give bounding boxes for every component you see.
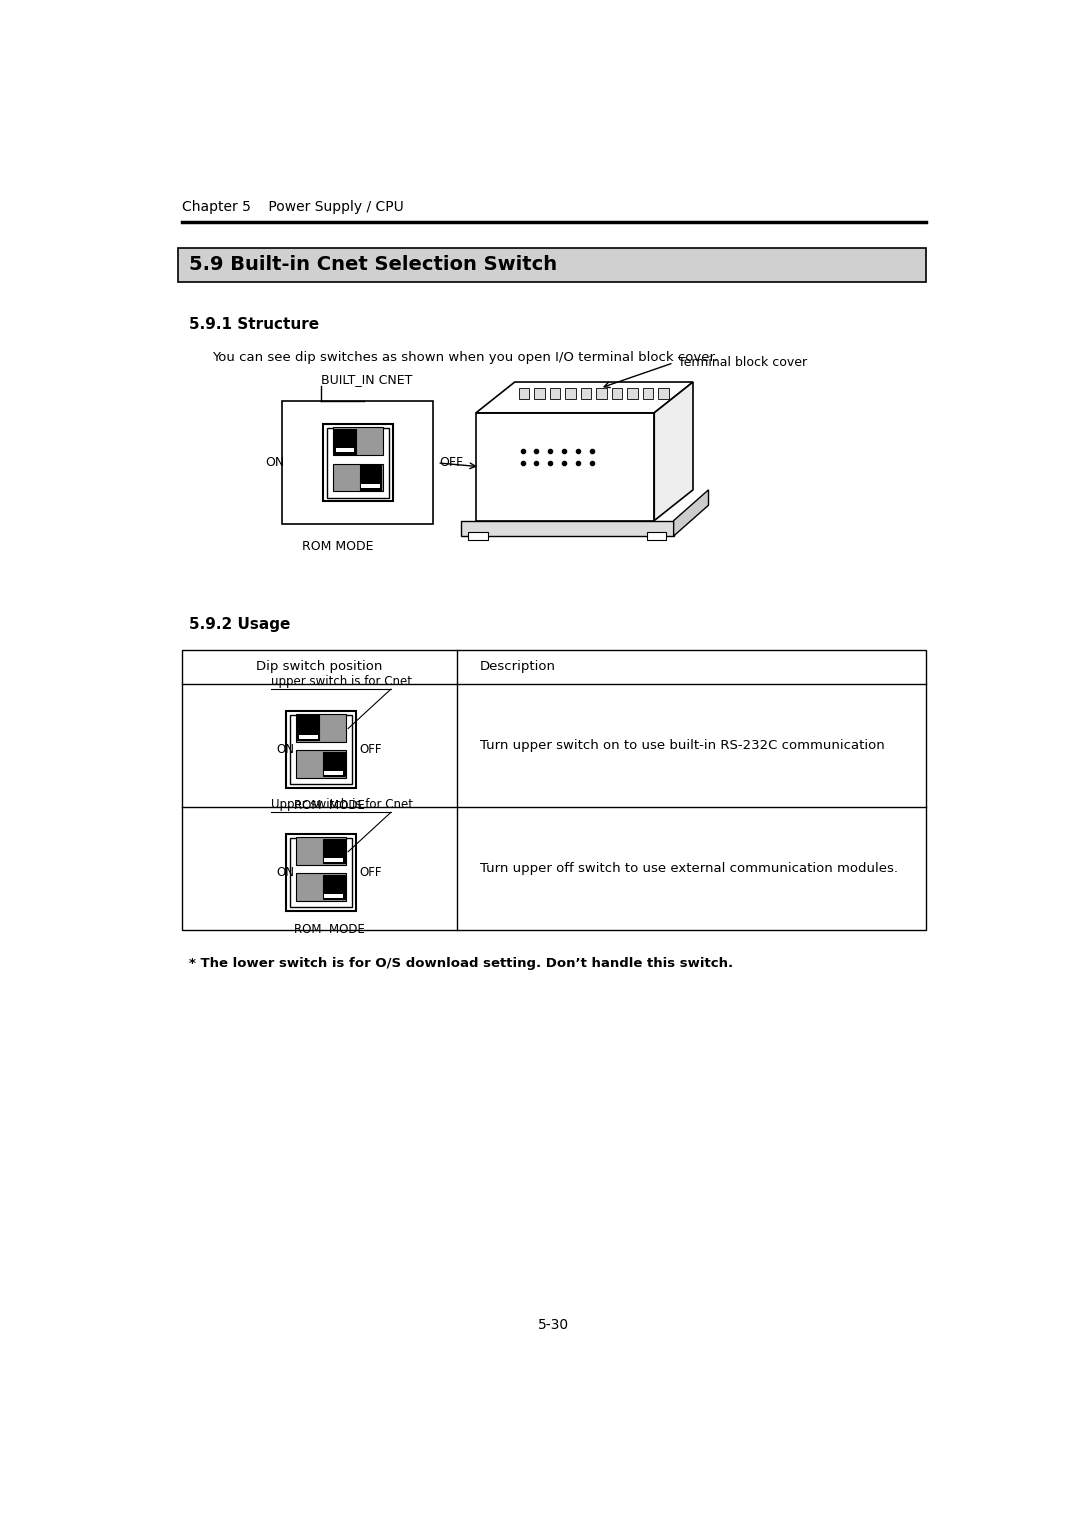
Text: Dip switch position: Dip switch position: [256, 660, 382, 674]
FancyBboxPatch shape: [518, 388, 529, 399]
FancyBboxPatch shape: [181, 649, 926, 931]
Text: Terminal block cover: Terminal block cover: [677, 356, 807, 370]
Text: Chapter 5    Power Supply / CPU: Chapter 5 Power Supply / CPU: [181, 200, 403, 214]
Text: Upper switch is for Cnet.: Upper switch is for Cnet.: [271, 798, 417, 811]
FancyBboxPatch shape: [291, 715, 352, 784]
FancyBboxPatch shape: [297, 715, 319, 740]
FancyBboxPatch shape: [550, 388, 561, 399]
FancyBboxPatch shape: [333, 463, 383, 492]
FancyBboxPatch shape: [296, 837, 347, 865]
Text: Turn upper switch on to use built-in RS-232C communication: Turn upper switch on to use built-in RS-…: [480, 740, 885, 752]
Text: ROM  MODE: ROM MODE: [294, 799, 365, 813]
FancyBboxPatch shape: [286, 834, 356, 911]
Text: Description: Description: [480, 660, 556, 674]
FancyBboxPatch shape: [296, 714, 347, 741]
Text: 5.9 Built-in Cnet Selection Switch: 5.9 Built-in Cnet Selection Switch: [189, 255, 557, 275]
FancyBboxPatch shape: [323, 839, 345, 863]
Text: OFF: OFF: [360, 866, 382, 879]
Polygon shape: [654, 382, 693, 521]
Polygon shape: [674, 490, 708, 536]
FancyBboxPatch shape: [581, 388, 592, 399]
FancyBboxPatch shape: [336, 448, 354, 452]
Polygon shape: [476, 413, 654, 521]
FancyBboxPatch shape: [333, 428, 383, 455]
FancyBboxPatch shape: [296, 874, 347, 902]
FancyBboxPatch shape: [324, 857, 343, 862]
Text: ROM  MODE: ROM MODE: [294, 923, 365, 935]
FancyBboxPatch shape: [658, 388, 669, 399]
Text: 5-30: 5-30: [538, 1319, 569, 1332]
FancyBboxPatch shape: [360, 465, 381, 490]
FancyBboxPatch shape: [291, 837, 352, 908]
Polygon shape: [647, 532, 666, 539]
FancyBboxPatch shape: [596, 388, 607, 399]
Text: Turn upper off switch to use external communication modules.: Turn upper off switch to use external co…: [480, 862, 897, 876]
Text: ON: ON: [266, 457, 284, 469]
Text: ON: ON: [276, 866, 295, 879]
FancyBboxPatch shape: [327, 428, 389, 498]
FancyBboxPatch shape: [323, 876, 345, 900]
FancyBboxPatch shape: [611, 388, 622, 399]
FancyBboxPatch shape: [324, 770, 343, 775]
Text: ROM MODE: ROM MODE: [301, 539, 373, 553]
FancyBboxPatch shape: [299, 735, 318, 738]
Text: OFF: OFF: [360, 743, 382, 756]
Text: 5.9.2 Usage: 5.9.2 Usage: [189, 617, 291, 633]
FancyBboxPatch shape: [177, 248, 926, 283]
Text: ON: ON: [276, 743, 295, 756]
FancyBboxPatch shape: [296, 750, 347, 778]
FancyBboxPatch shape: [323, 752, 345, 776]
Polygon shape: [469, 532, 488, 539]
FancyBboxPatch shape: [323, 425, 393, 501]
Text: * The lower switch is for O/S download setting. Don’t handle this switch.: * The lower switch is for O/S download s…: [189, 957, 733, 970]
FancyBboxPatch shape: [334, 429, 356, 454]
Text: upper switch is for Cnet.: upper switch is for Cnet.: [271, 675, 416, 688]
FancyBboxPatch shape: [362, 484, 380, 489]
FancyBboxPatch shape: [286, 711, 356, 788]
FancyBboxPatch shape: [643, 388, 653, 399]
Text: BUILT_IN CNET: BUILT_IN CNET: [321, 373, 413, 387]
FancyBboxPatch shape: [627, 388, 638, 399]
FancyBboxPatch shape: [282, 402, 433, 524]
FancyBboxPatch shape: [324, 894, 343, 898]
Text: You can see dip switches as shown when you open I/O terminal block cover.: You can see dip switches as shown when y…: [213, 351, 718, 364]
Polygon shape: [460, 521, 674, 536]
Text: OFF: OFF: [440, 457, 463, 469]
FancyBboxPatch shape: [535, 388, 545, 399]
FancyBboxPatch shape: [565, 388, 576, 399]
Polygon shape: [476, 382, 693, 413]
Text: 5.9.1 Structure: 5.9.1 Structure: [189, 316, 320, 332]
